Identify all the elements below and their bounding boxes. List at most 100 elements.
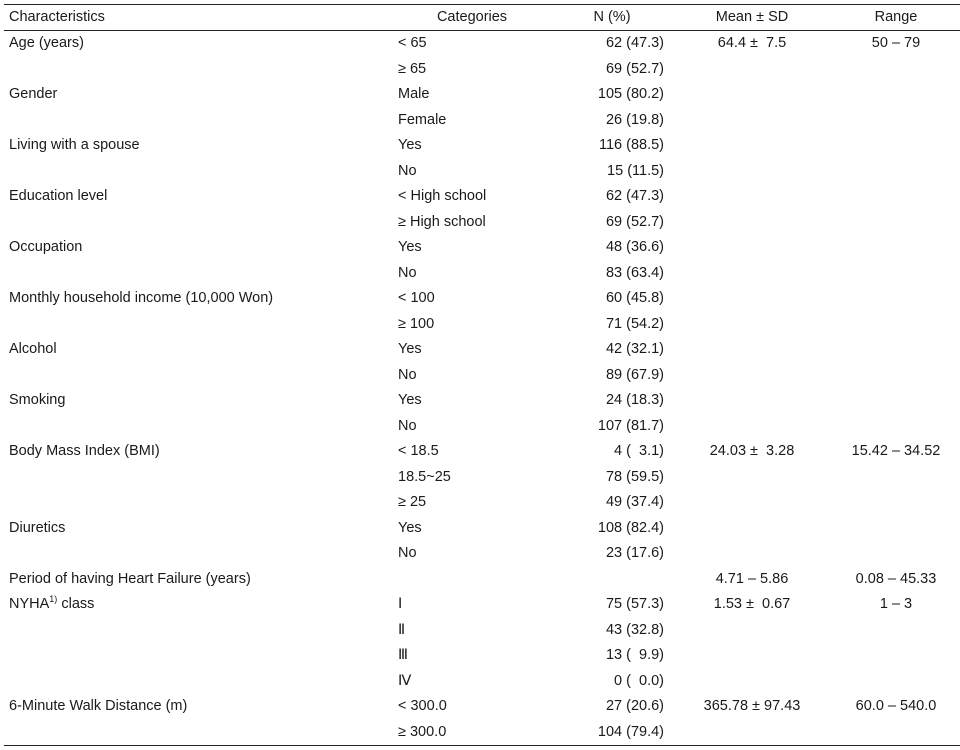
row-characteristic: Living with a spouse — [9, 137, 140, 153]
table-row: Occupation Yes 48 (36.6) — [4, 235, 960, 261]
table-row: Education level < High school 62 (47.3) — [4, 184, 960, 210]
header-row: Characteristics Categories N (%) Mean ± … — [4, 5, 960, 30]
row-mean-sd — [672, 159, 832, 185]
row-n-percent: 116 (88.5) — [598, 137, 664, 153]
row-range — [832, 261, 960, 287]
table-row: Diuretics Yes 108 (82.4) — [4, 516, 960, 542]
row-mean-sd — [672, 133, 832, 159]
row-n-percent: 49 (37.4) — [605, 494, 664, 510]
row-range — [832, 720, 960, 746]
row-mean-sd — [672, 363, 832, 389]
row-characteristic — [4, 720, 392, 746]
row-range — [832, 235, 960, 261]
row-range — [832, 108, 960, 134]
row-characteristic: Monthly household income (10,000 Won) — [9, 290, 274, 306]
row-range: 0.08 – 45.33 — [855, 570, 937, 587]
row-characteristic — [4, 490, 392, 516]
row-mean-sd: 4.71 – 5.86 — [715, 570, 789, 587]
row-range — [832, 618, 960, 644]
row-n-percent: 60 (45.8) — [605, 290, 664, 306]
row-n-percent: 78 (59.5) — [605, 468, 664, 485]
table-row: 6-Minute Walk Distance (m) < 300.0 27 (20.… — [4, 694, 960, 720]
row-characteristic-text: NYHA — [9, 596, 50, 612]
row-category: < High school — [398, 188, 487, 204]
bottom-rule — [4, 745, 960, 746]
row-n-percent: 15 (11.5) — [607, 162, 664, 179]
row-range — [832, 669, 960, 695]
header-categories: Categories — [436, 9, 508, 25]
row-n-percent: 26 (19.8) — [605, 111, 664, 128]
table-row: ≥ High school 69 (52.7) — [4, 210, 960, 236]
row-mean-sd — [672, 388, 832, 414]
table-row: Ⅳ 0 ( 0.0) — [4, 669, 960, 695]
row-range: 50 – 79 — [871, 35, 921, 51]
row-category: Ⅰ — [398, 596, 403, 612]
table-row: Period of having Heart Failure (years) 4.… — [4, 567, 960, 593]
row-characteristic: Occupation — [9, 239, 83, 255]
row-characteristic — [4, 414, 392, 440]
characteristics-table: Characteristics Categories N (%) Mean ± … — [4, 4, 960, 746]
row-n-percent: 42 (32.1) — [605, 341, 664, 357]
row-category: < 18.5 — [398, 443, 439, 459]
row-characteristic — [4, 261, 392, 287]
row-category: ≥ 300.0 — [398, 723, 447, 740]
table-row: NYHA1) class Ⅰ 75 (57.3) 1.53 ± 0.67 1 – 3 — [4, 592, 960, 618]
row-characteristic: Alcohol — [9, 341, 57, 357]
row-range — [832, 516, 960, 542]
table-row: No 107 (81.7) — [4, 414, 960, 440]
table-row: Monthly household income (10,000 Won) < 1… — [4, 286, 960, 312]
row-category: Female — [398, 111, 447, 128]
row-characteristic: Smoking — [9, 392, 66, 408]
row-n-percent: 62 (47.3) — [605, 35, 664, 51]
row-characteristic: NYHA1) class — [4, 592, 392, 618]
table-row: Age (years) < 65 62 (47.3) 64.4 ± 7.5 50 – 7… — [4, 31, 960, 57]
row-characteristic: Gender — [9, 86, 58, 102]
row-mean-sd — [672, 414, 832, 440]
row-n-percent: 23 (17.6) — [605, 545, 664, 561]
row-category: < 65 — [398, 35, 427, 51]
row-n-percent: 69 (52.7) — [605, 213, 664, 230]
row-mean-sd — [672, 720, 832, 746]
header-range: Range — [874, 9, 918, 25]
row-category: No — [398, 366, 417, 383]
table-body: Age (years) < 65 62 (47.3) 64.4 ± 7.5 50 – 7… — [4, 31, 960, 745]
row-characteristic — [4, 159, 392, 185]
row-mean-sd — [672, 465, 832, 491]
row-mean-sd — [672, 541, 832, 567]
row-characteristic: 6-Minute Walk Distance (m) — [9, 698, 188, 714]
row-category: Yes — [398, 519, 422, 536]
row-characteristic — [4, 108, 392, 134]
row-n-percent: 108 (82.4) — [597, 519, 664, 536]
row-range — [832, 490, 960, 516]
row-mean-sd — [672, 261, 832, 287]
row-category — [392, 567, 552, 593]
row-mean-sd — [672, 57, 832, 83]
row-characteristic: Education level — [9, 188, 108, 204]
row-n-percent: 104 (79.4) — [597, 723, 664, 740]
row-range: 1 – 3 — [879, 596, 913, 612]
row-characteristic: Period of having Heart Failure (years) — [9, 570, 251, 587]
row-range — [832, 414, 960, 440]
row-mean-sd — [672, 286, 832, 312]
row-characteristic — [4, 57, 392, 83]
row-category: No — [398, 162, 417, 179]
table-row: ≥ 65 69 (52.7) — [4, 57, 960, 83]
table-row: ≥ 300.0 104 (79.4) — [4, 720, 960, 746]
row-category: No — [398, 545, 417, 561]
row-category: Ⅱ — [398, 621, 406, 638]
row-mean-sd — [672, 643, 832, 669]
table-row: Alcohol Yes 42 (32.1) — [4, 337, 960, 363]
row-mean-sd — [672, 618, 832, 644]
row-characteristic — [4, 465, 392, 491]
row-range — [832, 312, 960, 338]
table-row: No 83 (63.4) — [4, 261, 960, 287]
row-category: Ⅲ — [398, 647, 408, 663]
row-characteristic — [4, 618, 392, 644]
row-category: Yes — [398, 341, 422, 357]
table-row: No 89 (67.9) — [4, 363, 960, 389]
row-category: Yes — [398, 392, 422, 408]
row-n-percent: 62 (47.3) — [605, 188, 664, 204]
row-mean-sd — [672, 490, 832, 516]
row-range — [832, 57, 960, 83]
row-range — [832, 363, 960, 389]
